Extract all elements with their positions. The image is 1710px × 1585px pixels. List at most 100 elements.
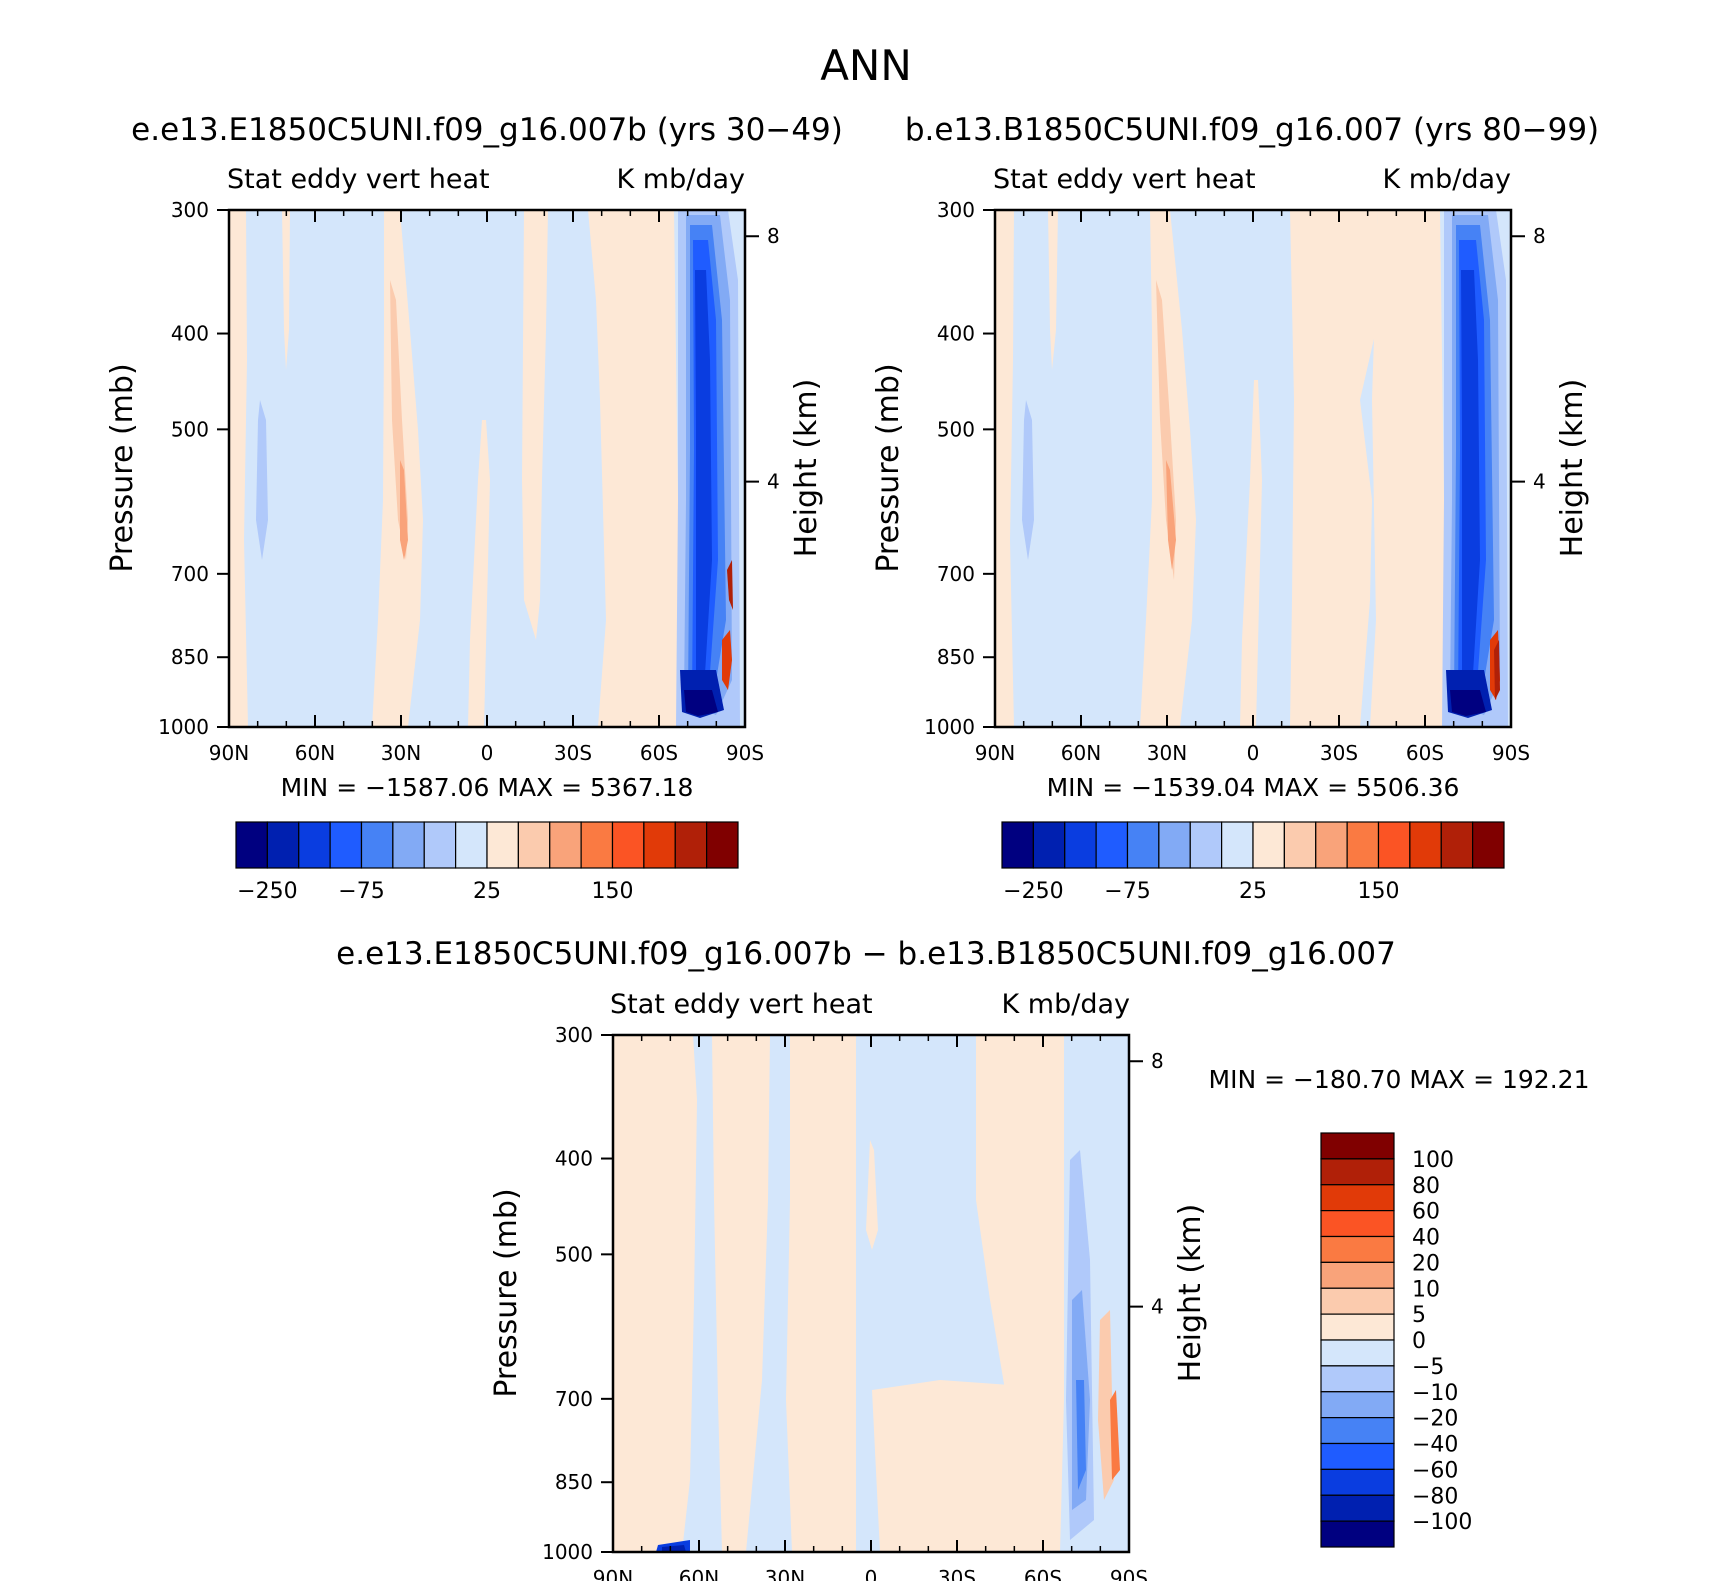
y-right-tick-label: 4: [1151, 1295, 1164, 1319]
colorbar-tick-label: −40: [1412, 1433, 1458, 1458]
colorbar-tick-label: 150: [1358, 879, 1400, 904]
colorbar-swatch: [1320, 1365, 1395, 1393]
panel-b-y-label: Pressure (mb): [871, 363, 906, 572]
y-right-tick-label: 4: [767, 470, 780, 494]
y-tick-label: 400: [555, 1147, 593, 1171]
x-tick-label: 90N: [209, 741, 249, 765]
panel-a-jet-5: [695, 270, 712, 690]
colorbar-tick-label: 25: [1239, 879, 1267, 904]
y-tick-label: 700: [171, 562, 209, 586]
colorbar-tick-label: 150: [592, 879, 634, 904]
x-tick-label: 90S: [1492, 741, 1530, 765]
y-tick-label: 300: [555, 1023, 593, 1047]
colorbar-swatch: [1320, 1494, 1395, 1522]
panel-a-x-ticks: 90N 60N 30N 0 30S 60S 90S: [209, 210, 764, 765]
colorbar-swatch: [1377, 821, 1411, 869]
panel-c-title: e.e13.E1850C5UNI.f09_g16.007b − b.e13.B1…: [336, 936, 1396, 972]
x-tick-label: 60N: [295, 741, 335, 765]
panel-c-positive-patch-1: [1098, 1310, 1114, 1500]
x-tick-label: 60S: [640, 741, 678, 765]
panel-c-y-right-label: Height (km): [1173, 1204, 1208, 1383]
panel-c-negative-patch-3: [1076, 1380, 1086, 1490]
panel-a-positive-band-south-mid: [588, 210, 680, 727]
x-tick-label: 60S: [1024, 1566, 1062, 1581]
colorbar-swatch: [611, 821, 645, 869]
colorbar-tick-label: −10: [1412, 1381, 1458, 1406]
colorbar-swatch: [1158, 821, 1191, 869]
colorbar-swatch: [1409, 821, 1442, 869]
y-right-tick-label: 8: [767, 224, 780, 248]
panel-c-yr-ticks: 84: [1129, 1049, 1164, 1319]
colorbar-swatch: [517, 821, 551, 869]
panel-c-negative-bottom-2: [662, 1545, 686, 1552]
panel-c-positive-band-1: [613, 1035, 697, 1552]
panel-a-y-right-label: Height (km): [789, 379, 824, 558]
panel-b-jet-7: [1450, 690, 1486, 716]
panel-a-positive-band-polar-north: [229, 210, 248, 727]
colorbar-tick-label: 40: [1412, 1226, 1440, 1251]
colorbar-swatch: [1320, 1132, 1395, 1160]
colorbar-swatch: [329, 821, 363, 869]
panel-a-jet-7: [684, 690, 718, 716]
colorbar-swatch: [1320, 1442, 1395, 1470]
panel-b-jet-5: [1461, 270, 1480, 690]
x-tick-label: 60N: [1061, 741, 1101, 765]
colorbar-swatch: [360, 821, 394, 869]
x-tick-label: 30S: [938, 1566, 976, 1581]
panel-a-right-label: K mb/day: [617, 164, 746, 195]
panel-b-positive-patch-30n-core: [1166, 460, 1176, 570]
colorbar-swatch: [486, 821, 519, 869]
x-tick-label: 90S: [1110, 1566, 1148, 1581]
panel-b-x-ticks: 90N 60N 30N 0 30S 60S 90S: [975, 210, 1530, 765]
y-tick-label: 850: [555, 1470, 593, 1494]
colorbar-swatch: [423, 821, 457, 869]
colorbar-swatch: [235, 821, 268, 869]
panel-b-field: [995, 210, 1511, 727]
colorbar-swatch: [392, 821, 425, 869]
colorbar-swatch: [455, 821, 488, 869]
panel-b-y-right-label: Height (km): [1555, 379, 1590, 558]
colorbar-swatch: [1221, 821, 1254, 869]
colorbar-tick-label: 5: [1412, 1303, 1426, 1328]
y-tick-label: 500: [937, 417, 975, 441]
panel-c-right-label: K mb/day: [1002, 989, 1131, 1020]
y-right-tick-label: 8: [1151, 1049, 1164, 1073]
panel-c-positive-patch-2: [1110, 1390, 1120, 1480]
y-tick-label: 1000: [542, 1540, 593, 1564]
x-tick-label: 30N: [765, 1566, 805, 1581]
panel-a: e.e13.E1850C5UNI.f09_g16.007b (yrs 30−49…: [105, 112, 843, 904]
panel-b-min-max: MIN = −1539.04 MAX = 5506.36: [1047, 773, 1460, 802]
panel-a-warm-core: [722, 630, 732, 690]
x-tick-label: 90S: [726, 741, 764, 765]
colorbar-swatch: [1320, 1468, 1395, 1496]
colorbar-swatch: [1095, 821, 1129, 869]
colorbar-swatch: [1064, 821, 1097, 869]
colorbar-swatch: [1346, 821, 1380, 869]
colorbar-swatch: [1320, 1210, 1395, 1238]
panel-a-positive-band-equator: [468, 420, 490, 727]
colorbar-swatch: [1440, 821, 1474, 869]
colorbar-tick-label: −75: [1104, 879, 1150, 904]
panel-a-field: [229, 210, 745, 727]
y-right-tick-label: 8: [1533, 224, 1546, 248]
panel-c-left-label: Stat eddy vert heat: [610, 989, 873, 1020]
x-tick-label: 60N: [679, 1566, 719, 1581]
panel-b-colorbar: −250 −75 25 150: [1001, 821, 1505, 904]
panel-b-positive-band-south: [1290, 210, 1378, 727]
panel-b-yr-ticks: 84: [1511, 224, 1546, 494]
y-tick-label: 500: [555, 1242, 593, 1266]
x-tick-label: 0: [481, 741, 494, 765]
y-tick-label: 1000: [158, 715, 209, 739]
colorbar-tick-label: 25: [473, 879, 501, 904]
x-tick-label: 0: [1247, 741, 1260, 765]
colorbar-swatch: [1320, 1339, 1395, 1367]
colorbar-tick-label: 60: [1412, 1200, 1440, 1225]
x-tick-label: 30N: [1147, 741, 1187, 765]
panel-c-positive-band-2: [712, 1035, 770, 1552]
page-title: ANN: [820, 41, 912, 90]
x-tick-label: 90N: [593, 1566, 633, 1581]
colorbar-swatch: [1001, 821, 1034, 869]
y-tick-label: 700: [937, 562, 975, 586]
colorbar-tick-label: −5: [1412, 1355, 1444, 1380]
